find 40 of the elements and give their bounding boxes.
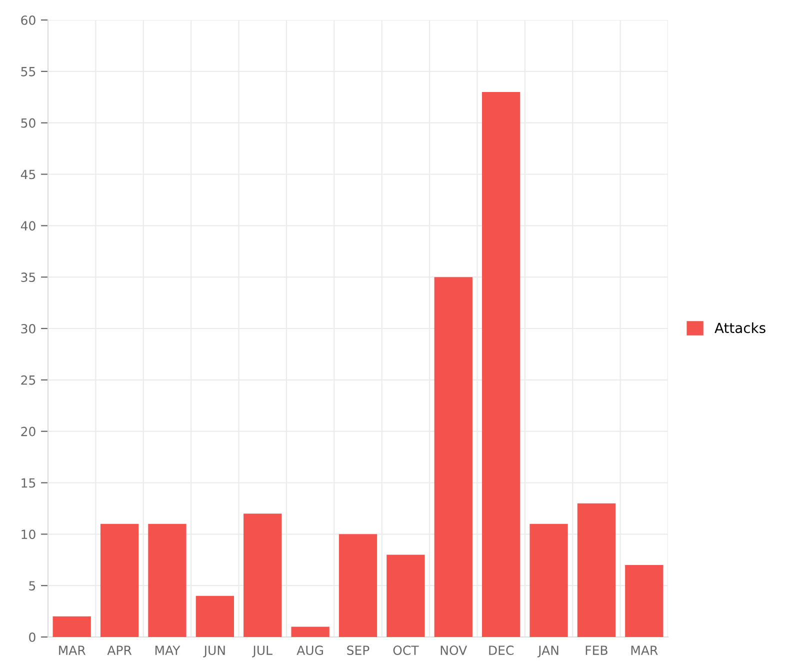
x-tick-label: JUL bbox=[252, 646, 272, 658]
bar bbox=[148, 524, 186, 637]
y-tick-label: 30 bbox=[21, 324, 36, 334]
y-tick-label: 25 bbox=[21, 375, 36, 385]
bar bbox=[100, 524, 139, 637]
bar bbox=[530, 524, 568, 637]
bar bbox=[434, 277, 472, 637]
x-tick-label: MAR bbox=[631, 646, 658, 655]
y-tick-label: 55 bbox=[21, 67, 36, 76]
x-tick-label: JUN bbox=[203, 646, 225, 658]
bar bbox=[338, 534, 378, 637]
x-tick-label: MAR bbox=[59, 646, 86, 655]
y-tick-label: 45 bbox=[20, 170, 36, 180]
x-tick-label: APR bbox=[107, 646, 132, 655]
bar bbox=[625, 565, 664, 637]
bar bbox=[52, 616, 91, 637]
bar bbox=[196, 596, 234, 637]
x-tick-label: FEB bbox=[586, 646, 608, 655]
x-tick-label: SEP bbox=[347, 646, 370, 656]
x-tick-label: DEC bbox=[489, 646, 514, 656]
y-tick-label: 5 bbox=[29, 581, 36, 591]
bar bbox=[244, 514, 282, 637]
y-tick-label: 35 bbox=[21, 272, 36, 282]
y-tick-label: 15 bbox=[22, 478, 36, 488]
y-tick-label: 40 bbox=[20, 221, 36, 231]
y-tick-label: 10 bbox=[22, 530, 36, 540]
y-tick-label: 60 bbox=[21, 15, 36, 25]
bar bbox=[386, 554, 425, 637]
y-tick-label: 50 bbox=[21, 118, 36, 128]
y-tick-label: 0 bbox=[29, 632, 36, 642]
x-tick-label: OCT bbox=[393, 646, 419, 656]
x-tick-label: NOV bbox=[440, 646, 468, 656]
bar bbox=[482, 92, 520, 637]
x-tick-label: AUG bbox=[296, 646, 323, 656]
bar bbox=[291, 626, 330, 637]
legend-label: Attacks bbox=[714, 322, 766, 334]
bar bbox=[577, 503, 616, 637]
x-tick-label: JAN bbox=[537, 646, 558, 658]
x-tick-label: MAY bbox=[155, 646, 180, 655]
y-tick-label: 20 bbox=[21, 426, 36, 436]
